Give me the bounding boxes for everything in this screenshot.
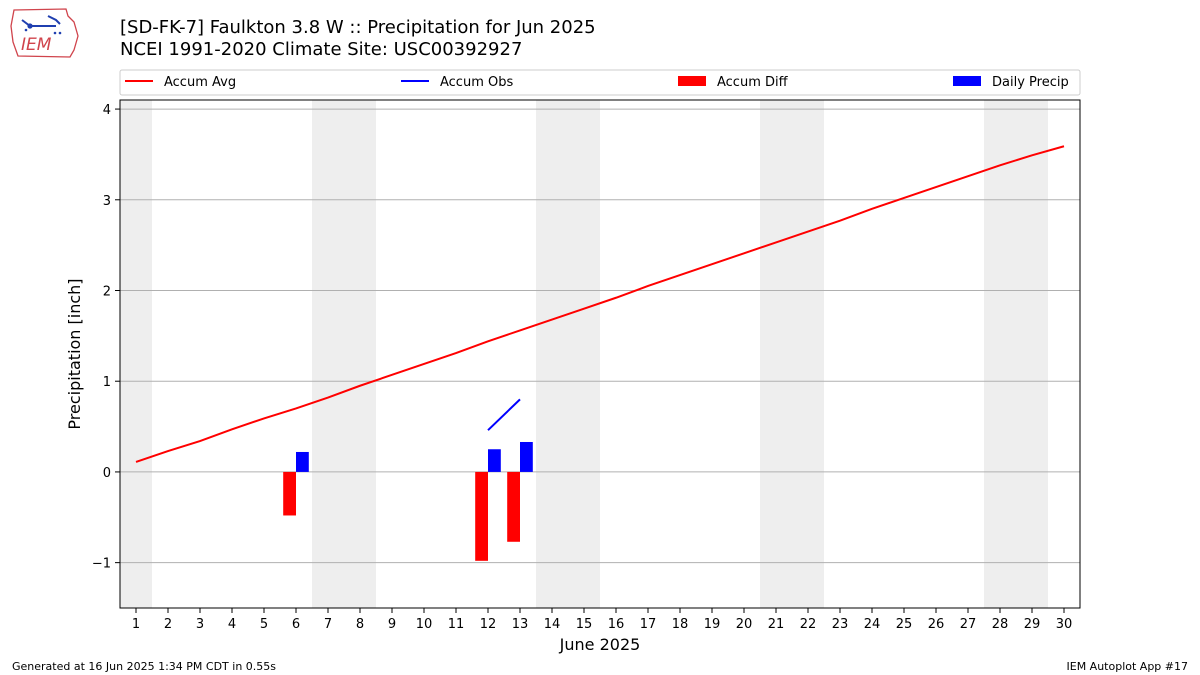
daily-precip-bar	[296, 451, 309, 472]
x-tick-label: 26	[928, 617, 945, 632]
y-tick-label: −1	[92, 557, 111, 572]
x-tick-label: 7	[324, 617, 332, 632]
x-tick-label: 1	[132, 617, 140, 632]
bars	[283, 441, 533, 561]
daily-precip-bar	[520, 441, 533, 472]
weekend-bands	[120, 100, 1048, 608]
generated-footer: Generated at 16 Jun 2025 1:34 PM CDT in …	[12, 660, 277, 673]
weekend-band	[120, 100, 152, 608]
legend-label: Daily Precip	[992, 75, 1069, 90]
y-tick-label: 4	[103, 103, 111, 118]
x-tick-label: 23	[832, 617, 849, 632]
y-tick-label: 2	[103, 285, 111, 300]
legend-swatch	[678, 76, 706, 86]
x-tick-label: 20	[736, 617, 753, 632]
x-tick-label: 15	[576, 617, 593, 632]
x-tick-label: 6	[292, 617, 300, 632]
chart-title-line2: NCEI 1991-2020 Climate Site: USC00392927	[120, 39, 523, 60]
daily-precip-bar	[488, 449, 501, 472]
iem-logo: IEM	[10, 8, 79, 58]
x-axis: 1 2 3 4 5 6 7 8 9 10 11 12 13 14 15 16 17 18 19 20 21 22 23 24 2…	[132, 608, 1072, 632]
y-tick-label: 0	[103, 466, 111, 481]
x-tick-label: 5	[260, 617, 268, 632]
x-tick-label: 8	[356, 617, 364, 632]
x-tick-label: 4	[228, 617, 236, 632]
accum-diff-bar	[283, 471, 296, 516]
x-tick-label: 3	[196, 617, 204, 632]
weekend-band	[760, 100, 824, 608]
accum-obs-line	[487, 398, 521, 431]
legend: Accum Avg Accum Obs Accum Diff Daily Precip	[119, 69, 1081, 96]
y-tick-label: 1	[103, 375, 111, 390]
y-tick-label: 3	[103, 194, 111, 209]
weekend-band	[312, 100, 376, 608]
plot-frame	[119, 99, 1081, 609]
x-tick-label: 10	[416, 617, 433, 632]
x-tick-label: 29	[1024, 617, 1041, 632]
gridlines	[120, 108, 1080, 564]
legend-label: Accum Diff	[717, 75, 789, 90]
x-tick-label: 22	[800, 617, 817, 632]
series-lines	[135, 145, 1065, 463]
weekend-band	[984, 100, 1048, 608]
chart-title-line1: [SD-FK-7] Faulkton 3.8 W :: Precipitatio…	[120, 17, 596, 38]
legend-label: Accum Avg	[164, 75, 236, 90]
weekend-band	[536, 100, 600, 608]
x-tick-label: 25	[896, 617, 913, 632]
x-tick-label: 18	[672, 617, 689, 632]
accum-diff-bar	[507, 471, 520, 542]
x-tick-label: 19	[704, 617, 721, 632]
x-tick-label: 9	[388, 617, 396, 632]
app-footer: IEM Autoplot App #17	[1066, 660, 1189, 673]
logo-text: IEM	[21, 35, 52, 55]
x-axis-label: June 2025	[559, 635, 641, 654]
x-tick-label: 30	[1056, 617, 1073, 632]
legend-box	[119, 69, 1081, 96]
x-tick-label: 24	[864, 617, 881, 632]
legend-swatch	[953, 76, 981, 86]
x-tick-label: 16	[608, 617, 625, 632]
accum-avg-line	[135, 145, 1065, 463]
accum-diff-bar	[475, 471, 488, 561]
x-tick-label: 11	[448, 617, 465, 632]
x-tick-label: 2	[164, 617, 172, 632]
x-tick-label: 28	[992, 617, 1009, 632]
legend-label: Accum Obs	[440, 75, 513, 90]
y-axis-label: Precipitation [inch]	[65, 278, 84, 429]
x-tick-label: 12	[480, 617, 497, 632]
chart-title: [SD-FK-7] Faulkton 3.8 W :: Precipitatio…	[120, 17, 596, 61]
x-tick-label: 17	[640, 617, 657, 632]
x-tick-label: 27	[960, 617, 977, 632]
x-tick-label: 14	[544, 617, 561, 632]
x-tick-label: 13	[512, 617, 529, 632]
y-axis: −1 0 1 2 3 4	[92, 103, 120, 572]
x-tick-label: 21	[768, 617, 785, 632]
